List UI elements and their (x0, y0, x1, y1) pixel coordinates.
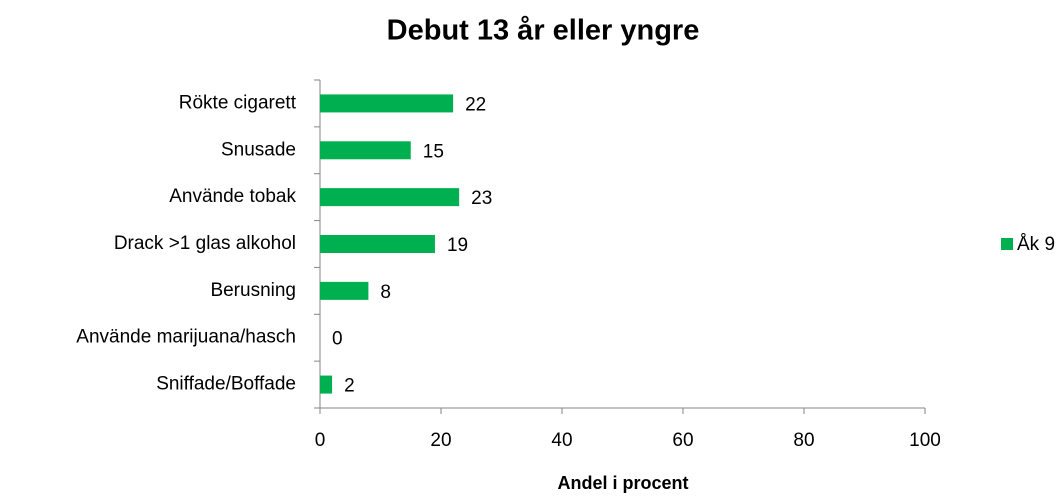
bar (320, 281, 369, 300)
legend-label: Åk 9 (1017, 234, 1055, 255)
x-tick-label: 40 (551, 430, 572, 451)
x-tick-label: 60 (672, 430, 693, 451)
value-label: 0 (332, 329, 343, 350)
value-label: 19 (447, 235, 468, 256)
bar (320, 94, 454, 113)
bar (320, 141, 411, 160)
x-tick-label: 20 (430, 430, 451, 451)
bar (320, 375, 333, 394)
chart-title: Debut 13 år eller yngre (387, 15, 700, 47)
y-tick-label: Snusade (221, 139, 296, 160)
x-tick-label: 80 (793, 430, 814, 451)
x-tick-label: 0 (315, 430, 326, 451)
y-tick-label: Använde marijuana/hasch (76, 327, 296, 348)
x-tick-label: 100 (909, 430, 941, 451)
value-label: 22 (465, 94, 486, 115)
value-label: 8 (380, 282, 391, 303)
value-label: 15 (423, 141, 444, 162)
y-tick-label: Berusning (210, 280, 296, 301)
y-tick-label: Använde tobak (169, 186, 296, 207)
y-tick-label: Sniffade/Boffade (156, 374, 296, 395)
y-tick-label: Rökte cigarett (179, 92, 297, 113)
x-axis-label: Andel i procent (557, 473, 688, 493)
legend-swatch (1001, 238, 1013, 250)
value-label: 23 (471, 188, 492, 209)
y-tick-label: Drack >1 glas alkohol (114, 233, 296, 254)
bar (320, 235, 435, 253)
value-label: 2 (344, 376, 355, 397)
bar (320, 188, 460, 207)
